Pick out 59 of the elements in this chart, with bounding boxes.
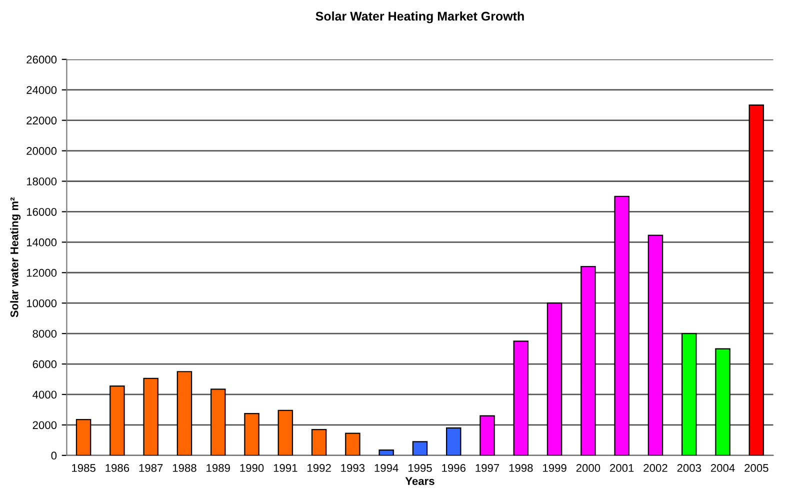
bar bbox=[513, 340, 529, 456]
chart-title: Solar Water Heating Market Growth bbox=[316, 11, 524, 24]
bar bbox=[546, 302, 562, 456]
x-tick-label: 1989 bbox=[206, 464, 230, 472]
y-tick-label: 22000 bbox=[26, 116, 57, 124]
x-tick-label: 1993 bbox=[341, 464, 365, 472]
y-tick-label: 10000 bbox=[26, 299, 57, 308]
x-tick-label: 1996 bbox=[442, 464, 466, 472]
y-tick-label: 24000 bbox=[26, 86, 57, 94]
x-axis-title: Years bbox=[405, 477, 434, 486]
x-tick-label: 1995 bbox=[408, 464, 432, 472]
x-tick-label: 1994 bbox=[374, 464, 398, 472]
bar bbox=[480, 415, 495, 456]
x-tick-label: 1991 bbox=[274, 464, 298, 472]
x-tick-label: 1999 bbox=[543, 464, 566, 472]
bar bbox=[278, 410, 294, 456]
y-axis-title: Solar water Heating m² bbox=[10, 197, 21, 318]
x-tick-label: 1992 bbox=[308, 464, 331, 472]
x-tick-label: 1997 bbox=[476, 464, 500, 472]
x-tick-label: 2004 bbox=[710, 464, 735, 472]
bar bbox=[143, 378, 158, 456]
y-tick-label: 0 bbox=[51, 452, 57, 460]
y-tick-label: 6000 bbox=[32, 360, 57, 368]
bar bbox=[345, 432, 360, 456]
x-tick-label: 2002 bbox=[644, 464, 668, 472]
bar bbox=[244, 412, 260, 456]
y-tick-label: 20000 bbox=[26, 147, 57, 155]
bar bbox=[446, 427, 462, 456]
y-tick-label: 2000 bbox=[32, 421, 57, 430]
bar bbox=[311, 428, 327, 456]
bar bbox=[176, 371, 192, 456]
bar bbox=[682, 333, 697, 456]
bar bbox=[648, 234, 664, 456]
x-tick-label: 2005 bbox=[744, 464, 768, 472]
y-tick-label: 4000 bbox=[32, 390, 57, 399]
y-tick-label: 18000 bbox=[26, 178, 57, 186]
bar bbox=[210, 388, 226, 456]
x-tick-label: 1998 bbox=[509, 464, 533, 472]
x-tick-label: 1986 bbox=[106, 464, 130, 472]
y-tick-label: 12000 bbox=[26, 268, 57, 277]
y-tick-label: 14000 bbox=[26, 238, 57, 246]
bar bbox=[580, 266, 596, 456]
bar bbox=[614, 196, 630, 456]
x-tick-label: 1990 bbox=[240, 464, 264, 472]
x-tick-label: 2000 bbox=[576, 464, 600, 472]
bar bbox=[412, 441, 428, 456]
x-tick-label: 1987 bbox=[139, 464, 163, 472]
bar bbox=[110, 386, 125, 456]
y-tick-label: 16000 bbox=[26, 208, 57, 216]
x-tick-label: 1988 bbox=[172, 464, 196, 472]
x-tick-label: 1985 bbox=[72, 464, 96, 472]
y-tick-label: 26000 bbox=[26, 56, 57, 64]
bar bbox=[76, 419, 92, 456]
bar bbox=[378, 450, 394, 456]
x-tick-label: 2003 bbox=[677, 464, 701, 472]
bar bbox=[715, 348, 730, 456]
y-tick-label: 8000 bbox=[32, 330, 57, 338]
x-tick-label: 2001 bbox=[610, 464, 634, 472]
bar bbox=[748, 104, 764, 456]
